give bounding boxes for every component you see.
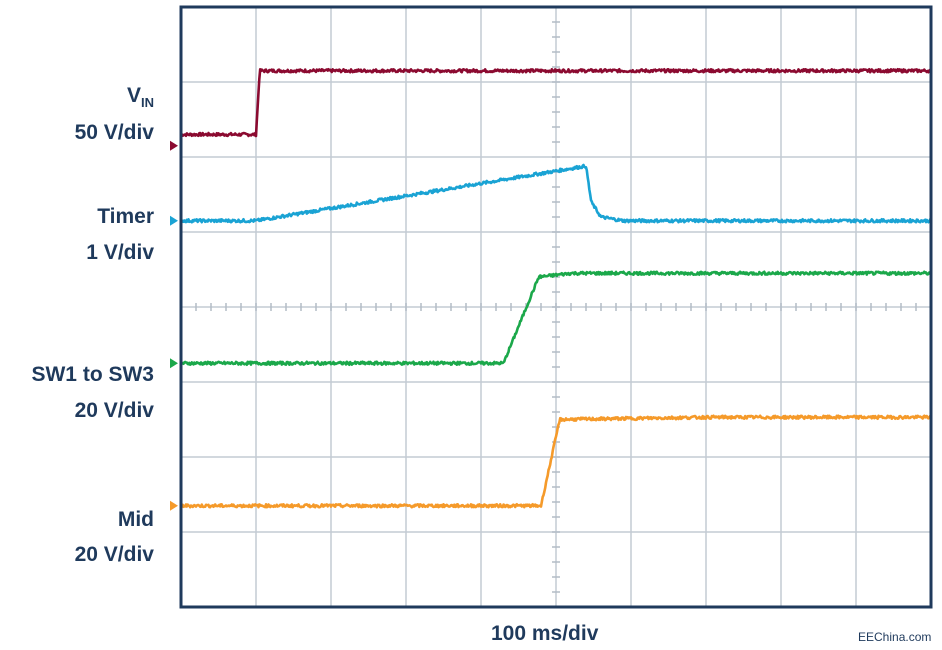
- vin-label-sub: IN: [141, 95, 154, 110]
- x-axis-label: 100 ms/div: [491, 622, 599, 645]
- mid-trace: [179, 414, 933, 509]
- sw-ground-marker: [170, 358, 178, 369]
- timer-ground-marker: [170, 215, 178, 226]
- vin-scale: 50 V/div: [74, 121, 154, 144]
- vin-label: VIN: [127, 84, 154, 115]
- vin-ground-marker: [170, 140, 178, 151]
- center-ticks: [195, 21, 917, 593]
- vin-trace: [180, 68, 932, 138]
- sw-scale: 20 V/div: [74, 399, 154, 422]
- mid-scale: 20 V/div: [74, 543, 154, 566]
- timer-scale: 1 V/div: [86, 241, 154, 264]
- sw-label: SW1 to SW3: [31, 363, 154, 386]
- credit-text: EEChina.com: [858, 630, 932, 644]
- timer-trace: [179, 163, 932, 224]
- mid-label: Mid: [117, 508, 154, 531]
- timer-label: Timer: [97, 205, 154, 228]
- vin-label-main: V: [126, 84, 141, 107]
- ground-markers: [170, 140, 178, 511]
- plot-frame: [179, 5, 933, 609]
- mid-ground-marker: [170, 500, 178, 511]
- sw-trace: [179, 270, 933, 366]
- traces: [179, 68, 933, 509]
